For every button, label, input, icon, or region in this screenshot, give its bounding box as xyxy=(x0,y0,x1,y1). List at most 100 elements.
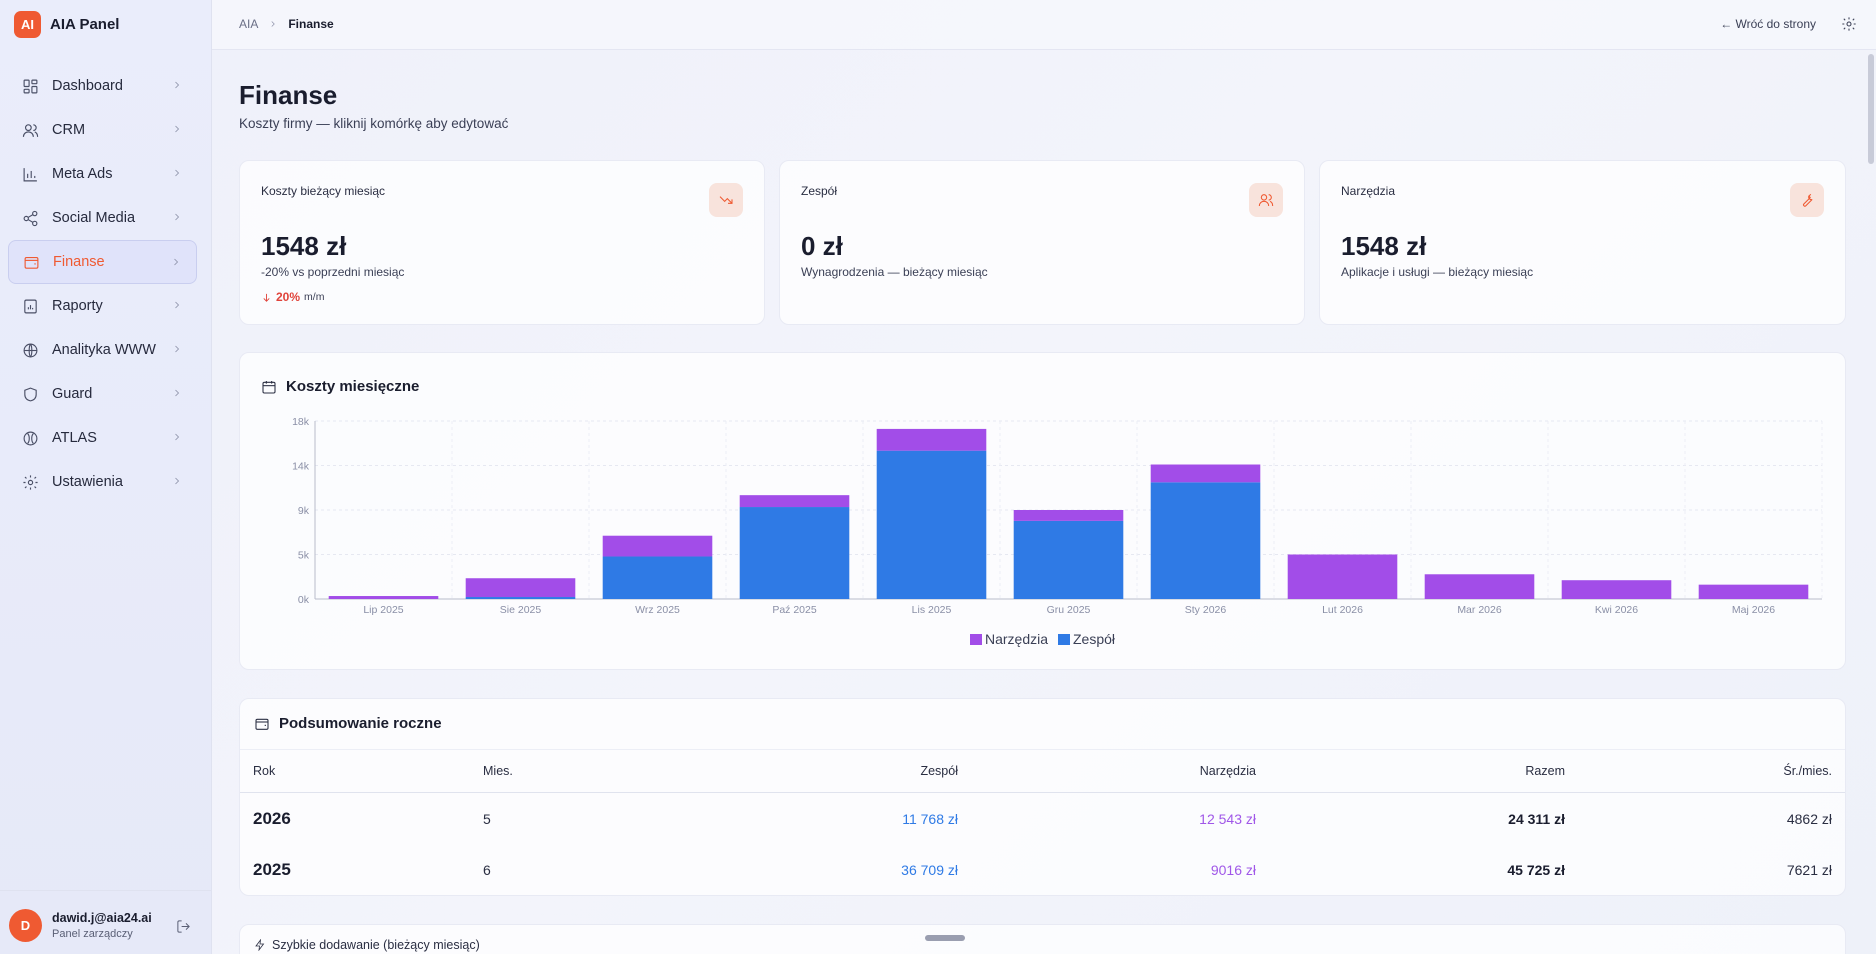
cell-total: 24 311 zł xyxy=(1508,810,1565,827)
cell-tools[interactable]: 12 543 zł xyxy=(1199,810,1256,827)
cell-team[interactable]: 11 768 zł xyxy=(902,810,958,827)
kpi-label: Narzędzia xyxy=(1341,184,1396,198)
sidebar-item-atlas[interactable]: ATLAS xyxy=(8,416,197,460)
annual-section-title: Podsumowanie roczne xyxy=(254,715,442,732)
breadcrumb-root[interactable]: AIA xyxy=(239,17,259,31)
monthly-costs-chart: 0k 5k 9k 14k 18k Lip 2025 Sie 2025 Wrz 2025 Paź … xyxy=(292,416,1823,616)
legend-label: Narzędzia xyxy=(984,631,1048,647)
col-header-total[interactable]: Razem xyxy=(1525,764,1565,778)
x-tick-label: Kwi 2026 xyxy=(1595,604,1638,616)
scroll-handle[interactable] xyxy=(925,935,965,941)
scrollbar[interactable] xyxy=(1866,50,1876,170)
wrench-icon xyxy=(1790,183,1824,217)
kpi-note: -20% vs poprzedni miesiąc xyxy=(261,265,405,279)
avatar[interactable]: D xyxy=(9,909,42,942)
sidebar-item-dashboard[interactable]: Dashboard xyxy=(8,64,197,108)
topbar: AIA Finanse ← Wróć do strony xyxy=(212,0,1876,50)
logout-icon[interactable] xyxy=(176,919,191,934)
brand[interactable]: AI AIA Panel xyxy=(14,11,119,38)
cell-year: 2025 xyxy=(253,859,291,879)
bar-team xyxy=(465,597,576,599)
sidebar-item-raporty[interactable]: Raporty xyxy=(8,284,197,328)
chart-title: Koszty miesięczne xyxy=(286,378,420,395)
legend-swatch xyxy=(1058,633,1070,645)
sidebar-item-finanse[interactable]: Finanse xyxy=(8,240,197,284)
chevron-right-icon xyxy=(171,79,183,91)
sidebar-item-label: Analityka WWW xyxy=(52,342,156,358)
cell-team[interactable]: 36 709 zł xyxy=(901,861,958,878)
quick-add-title[interactable]: Szybkie dodawanie (bieżący miesiąc) xyxy=(254,938,480,952)
bar-tools xyxy=(602,535,713,557)
legend-item-tools[interactable]: Narzędzia xyxy=(969,631,1048,647)
chevron-right-icon xyxy=(171,387,183,399)
col-header-team[interactable]: Zespół xyxy=(920,764,958,778)
bar-tools xyxy=(1561,580,1672,599)
brand-logo: AI xyxy=(14,11,41,38)
gear-icon[interactable] xyxy=(1841,16,1857,32)
sidebar-item-meta-ads[interactable]: Meta Ads xyxy=(8,152,197,196)
back-to-site-link[interactable]: ← Wróć do strony xyxy=(1720,17,1816,31)
sidebar-item-analityka-www[interactable]: Analityka WWW xyxy=(8,328,197,372)
legend-label: Zespół xyxy=(1073,631,1116,647)
sidebar-item-crm[interactable]: CRM xyxy=(8,108,197,152)
legend-item-team[interactable]: Zespół xyxy=(1058,631,1115,647)
user-box: D dawid.j@aia24.ai Panel zarządczy xyxy=(0,890,212,954)
kpi-label: Koszty bieżący miesiąc xyxy=(261,184,386,198)
col-header-avg[interactable]: Śr./mies. xyxy=(1783,764,1832,778)
legend-swatch xyxy=(969,633,982,645)
x-tick-label: Paź 2025 xyxy=(772,604,817,616)
bar-chart-icon xyxy=(21,165,39,183)
col-header-year[interactable]: Rok xyxy=(253,764,276,778)
brand-name: AIA Panel xyxy=(50,16,120,33)
bar-team xyxy=(876,450,987,599)
breadcrumb: AIA Finanse xyxy=(239,17,334,31)
quick-add-label: Szybkie dodawanie (bieżący miesiąc) xyxy=(272,938,480,952)
bar-tools xyxy=(876,428,987,451)
y-tick-label: 9k xyxy=(298,505,310,517)
sidebar-item-ustawienia[interactable]: Ustawienia xyxy=(8,460,197,504)
globe-icon xyxy=(21,341,39,359)
sidebar-item-label: Finanse xyxy=(53,254,105,270)
user-role: Panel zarządczy xyxy=(52,928,133,940)
sidebar-item-label: Dashboard xyxy=(52,78,123,94)
bar-team xyxy=(602,556,713,599)
wallet-icon xyxy=(255,718,269,730)
cell-avg: 4862 zł xyxy=(1786,810,1832,827)
cell-months: 6 xyxy=(483,861,491,878)
arrow-down-icon xyxy=(263,293,270,302)
kpi-trend-unit: m/m xyxy=(304,291,325,303)
annual-summary-card: Podsumowanie roczne Rok Mies. Zespół Nar… xyxy=(239,698,1846,896)
annual-title: Podsumowanie roczne xyxy=(279,715,442,732)
col-header-months[interactable]: Mies. xyxy=(483,764,513,778)
sidebar-item-label: Guard xyxy=(52,386,93,402)
y-tick-label: 5k xyxy=(298,550,310,562)
trending-down-icon xyxy=(709,183,743,217)
page-title: Finanse xyxy=(239,80,338,110)
sidebar-item-guard[interactable]: Guard xyxy=(8,372,197,416)
quick-add-card: Szybkie dodawanie (bieżący miesiąc) xyxy=(239,924,1846,954)
table-row[interactable]: 2025 6 36 709 zł 9016 zł 45 725 zł 7621 … xyxy=(240,844,1845,895)
chevron-right-icon xyxy=(171,475,183,487)
cell-tools[interactable]: 9016 zł xyxy=(1210,861,1256,878)
bar-tools xyxy=(1287,554,1398,599)
sidebar-item-label: CRM xyxy=(52,122,86,138)
breadcrumb-current: Finanse xyxy=(288,17,334,31)
x-tick-label: Lip 2025 xyxy=(363,604,403,616)
x-tick-label: Lis 2025 xyxy=(912,604,952,616)
chart-section-title: Koszty miesięczne xyxy=(261,378,419,395)
col-header-tools[interactable]: Narzędzia xyxy=(1199,764,1256,778)
kpi-note: Aplikacje i usługi — bieżący miesiąc xyxy=(1341,265,1534,279)
x-tick-label: Sie 2025 xyxy=(500,604,542,616)
report-icon xyxy=(21,297,39,315)
sidebar-item-label: Meta Ads xyxy=(52,166,113,182)
bar-tools xyxy=(1013,510,1124,521)
annual-table: Rok Mies. Zespół Narzędzia Razem Śr./mie… xyxy=(240,749,1845,895)
sidebar-item-label: Raporty xyxy=(52,298,103,314)
bar-team xyxy=(1013,520,1124,599)
y-tick-label: 14k xyxy=(292,461,310,473)
sidebar-item-social-media[interactable]: Social Media xyxy=(8,196,197,240)
cell-months: 5 xyxy=(483,810,491,827)
bar-tools xyxy=(739,495,850,508)
cell-year: 2026 xyxy=(253,808,291,828)
table-row[interactable]: 2026 5 11 768 zł 12 543 zł 24 311 zł 486… xyxy=(240,793,1845,844)
